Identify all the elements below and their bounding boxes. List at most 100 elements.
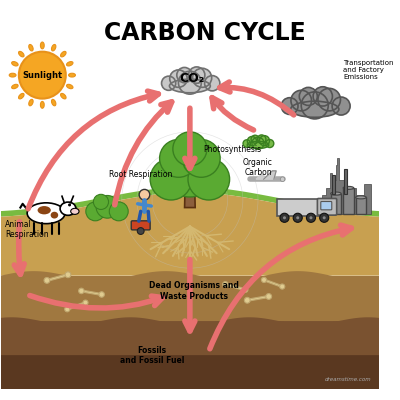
Circle shape [306,213,316,222]
Circle shape [266,140,274,148]
Circle shape [139,190,150,200]
Circle shape [68,204,71,206]
Polygon shape [67,302,86,310]
Polygon shape [1,321,379,355]
Text: Animal
Respiration: Animal Respiration [5,220,49,239]
Circle shape [160,140,198,177]
Circle shape [173,132,207,166]
Circle shape [93,194,108,210]
FancyArrowPatch shape [115,102,172,205]
Polygon shape [81,290,102,296]
Circle shape [251,135,259,143]
Text: Dead Organisms and
Waste Products: Dead Organisms and Waste Products [149,281,239,301]
Circle shape [223,282,228,287]
FancyBboxPatch shape [356,197,366,214]
Polygon shape [1,11,379,219]
FancyArrowPatch shape [30,296,162,308]
FancyArrowPatch shape [14,222,24,274]
Ellipse shape [66,84,73,89]
Circle shape [65,307,70,312]
Circle shape [178,71,201,94]
Circle shape [44,278,50,283]
Text: Transportation
and Factory
Emissions: Transportation and Factory Emissions [343,60,394,80]
Polygon shape [1,192,379,276]
Ellipse shape [52,44,56,51]
FancyArrowPatch shape [28,91,158,209]
Circle shape [262,277,266,282]
Circle shape [242,287,248,292]
FancyBboxPatch shape [321,202,332,210]
Ellipse shape [60,93,66,99]
Circle shape [109,202,128,221]
Polygon shape [256,175,264,179]
Ellipse shape [247,141,269,148]
Circle shape [296,216,299,219]
Ellipse shape [71,208,79,214]
Circle shape [99,292,104,297]
Ellipse shape [170,79,210,93]
Ellipse shape [331,192,341,195]
Text: CO₂: CO₂ [179,72,204,86]
Circle shape [86,202,105,221]
Ellipse shape [60,202,76,215]
Text: CARBON CYCLE: CARBON CYCLE [104,22,306,46]
Polygon shape [225,284,246,291]
Circle shape [320,213,329,222]
Circle shape [260,136,270,146]
Circle shape [96,196,119,218]
Ellipse shape [291,101,339,117]
Ellipse shape [60,51,66,57]
Circle shape [193,68,212,87]
Circle shape [137,228,144,234]
Ellipse shape [69,73,76,77]
Polygon shape [1,271,379,321]
Circle shape [280,284,285,289]
Text: Root Respiration: Root Respiration [108,170,172,179]
Circle shape [163,142,217,197]
Circle shape [310,216,312,219]
FancyArrowPatch shape [220,82,294,115]
Polygon shape [47,274,68,281]
FancyBboxPatch shape [331,194,341,214]
Ellipse shape [18,93,24,99]
Circle shape [283,216,286,219]
Ellipse shape [12,62,18,66]
Circle shape [170,70,187,87]
Circle shape [281,98,298,114]
Circle shape [280,177,285,182]
Circle shape [79,288,84,294]
Circle shape [318,88,340,111]
Circle shape [19,52,66,98]
Ellipse shape [66,62,73,66]
FancyBboxPatch shape [332,175,335,194]
FancyArrowPatch shape [185,260,195,331]
FancyArrowPatch shape [212,98,254,130]
Ellipse shape [9,73,16,77]
FancyBboxPatch shape [317,198,337,215]
Polygon shape [264,171,276,179]
Ellipse shape [40,42,44,49]
Ellipse shape [343,186,354,190]
Circle shape [293,213,302,222]
Polygon shape [247,296,269,301]
Circle shape [244,297,250,303]
Circle shape [252,137,264,149]
Circle shape [182,140,220,177]
Ellipse shape [51,212,58,218]
Text: Sunlight: Sunlight [22,71,62,80]
Ellipse shape [29,99,33,106]
FancyBboxPatch shape [277,199,318,216]
Ellipse shape [29,44,33,51]
Circle shape [323,216,326,219]
Circle shape [188,158,230,200]
Ellipse shape [40,102,44,108]
Circle shape [291,90,312,111]
Circle shape [150,158,192,200]
Circle shape [65,272,71,278]
Circle shape [313,87,332,106]
Polygon shape [1,317,379,355]
FancyArrowPatch shape [185,108,195,168]
Text: Organic
Carbon: Organic Carbon [243,158,273,177]
Circle shape [301,92,328,119]
Text: Photosynthesis: Photosynthesis [203,145,261,154]
